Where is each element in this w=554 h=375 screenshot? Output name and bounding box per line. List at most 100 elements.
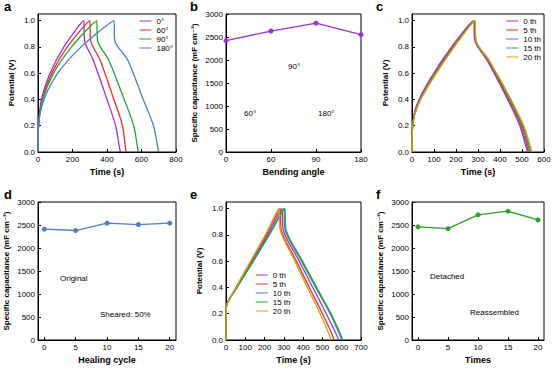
svg-text:100: 100	[239, 343, 253, 352]
svg-text:0.0: 0.0	[24, 148, 36, 157]
svg-text:0: 0	[224, 343, 229, 352]
svg-text:0.2: 0.2	[212, 309, 224, 318]
svg-text:Specific capacitance (mF cm⁻²): Specific capacitance (mF cm⁻²)	[190, 23, 199, 142]
svg-text:600: 600	[537, 155, 551, 164]
svg-text:800: 800	[169, 155, 183, 164]
svg-text:0°: 0°	[156, 17, 164, 26]
svg-text:100: 100	[427, 155, 441, 164]
svg-text:Potential (V): Potential (V)	[195, 247, 204, 294]
svg-text:0: 0	[42, 343, 47, 352]
svg-text:1.0: 1.0	[212, 204, 224, 213]
svg-text:1000: 1000	[17, 290, 35, 299]
svg-text:0.0: 0.0	[398, 148, 410, 157]
svg-text:Healing cycle: Healing cycle	[78, 355, 136, 365]
svg-text:1500: 1500	[391, 267, 409, 276]
svg-text:200: 200	[449, 155, 463, 164]
svg-text:180°: 180°	[318, 109, 335, 118]
svg-text:5: 5	[73, 343, 78, 352]
svg-text:Time (s): Time (s)	[461, 167, 495, 177]
svg-text:2000: 2000	[391, 244, 409, 253]
svg-text:20: 20	[534, 343, 543, 352]
svg-text:10: 10	[474, 343, 483, 352]
svg-text:180°: 180°	[156, 44, 173, 53]
svg-text:15: 15	[504, 343, 513, 352]
svg-text:200: 200	[258, 343, 272, 352]
svg-text:15 th: 15 th	[523, 44, 541, 53]
svg-text:3000: 3000	[205, 10, 223, 19]
svg-text:Time (s): Time (s)	[276, 355, 310, 365]
svg-text:500: 500	[316, 343, 330, 352]
svg-text:0.8: 0.8	[24, 42, 36, 51]
svg-text:Bending angle: Bending angle	[262, 167, 324, 177]
svg-text:5: 5	[446, 343, 451, 352]
svg-text:15: 15	[134, 343, 143, 352]
svg-text:0.4: 0.4	[398, 95, 410, 104]
svg-text:1000: 1000	[205, 102, 223, 111]
svg-text:90°: 90°	[288, 62, 300, 71]
svg-text:600: 600	[335, 343, 349, 352]
svg-text:2500: 2500	[205, 33, 223, 42]
svg-text:f: f	[376, 187, 381, 202]
svg-text:Potential (V): Potential (V)	[7, 59, 16, 106]
svg-text:10 th: 10 th	[523, 35, 541, 44]
svg-text:20: 20	[165, 343, 174, 352]
svg-text:3000: 3000	[17, 198, 35, 207]
svg-text:1.0: 1.0	[398, 16, 410, 25]
svg-text:600: 600	[135, 155, 149, 164]
svg-text:500: 500	[515, 155, 529, 164]
svg-text:Specific capacitance (mF cm⁻²): Specific capacitance (mF cm⁻²)	[376, 211, 385, 330]
svg-text:500: 500	[396, 313, 410, 322]
svg-text:0.6: 0.6	[212, 257, 224, 266]
svg-text:90°: 90°	[156, 35, 168, 44]
svg-text:c: c	[376, 0, 383, 14]
svg-text:Potential (V): Potential (V)	[381, 59, 390, 106]
svg-text:0.2: 0.2	[398, 121, 410, 130]
svg-text:0: 0	[410, 155, 415, 164]
svg-text:180: 180	[354, 155, 368, 164]
svg-text:0 th: 0 th	[523, 17, 536, 26]
svg-text:60°: 60°	[156, 26, 168, 35]
svg-text:a: a	[4, 0, 12, 14]
svg-text:10 th: 10 th	[273, 289, 291, 298]
svg-text:60°: 60°	[244, 109, 256, 118]
svg-text:2500: 2500	[391, 221, 409, 230]
svg-text:90: 90	[312, 155, 321, 164]
svg-text:Sheared: 50%: Sheared: 50%	[100, 310, 151, 319]
svg-text:300: 300	[277, 343, 291, 352]
svg-text:Specific capacitance (mF cm⁻²): Specific capacitance (mF cm⁻²)	[2, 211, 11, 330]
svg-text:0.2: 0.2	[24, 121, 36, 130]
svg-text:10: 10	[103, 343, 112, 352]
svg-text:2000: 2000	[205, 56, 223, 65]
svg-text:0: 0	[31, 336, 36, 345]
svg-text:1000: 1000	[391, 290, 409, 299]
svg-text:0 th: 0 th	[273, 271, 286, 280]
svg-text:0: 0	[416, 343, 421, 352]
svg-text:0.4: 0.4	[24, 95, 36, 104]
svg-text:500: 500	[22, 313, 36, 322]
svg-text:0: 0	[36, 155, 41, 164]
svg-text:0.6: 0.6	[24, 69, 36, 78]
svg-text:700: 700	[354, 343, 368, 352]
svg-text:b: b	[190, 0, 198, 14]
svg-text:0: 0	[224, 155, 229, 164]
svg-text:e: e	[190, 187, 197, 202]
svg-text:20 th: 20 th	[273, 307, 291, 316]
svg-text:2500: 2500	[17, 221, 35, 230]
svg-text:Detached: Detached	[430, 272, 464, 281]
svg-text:0: 0	[405, 336, 410, 345]
svg-text:d: d	[4, 187, 12, 202]
svg-text:400: 400	[493, 155, 507, 164]
svg-text:Time (s): Time (s)	[90, 167, 124, 177]
svg-text:5 th: 5 th	[273, 280, 286, 289]
svg-text:1500: 1500	[17, 267, 35, 276]
svg-text:0.0: 0.0	[212, 336, 224, 345]
svg-text:20 th: 20 th	[523, 53, 541, 62]
svg-text:2000: 2000	[17, 244, 35, 253]
svg-text:Original: Original	[60, 274, 88, 283]
svg-text:1.0: 1.0	[24, 16, 36, 25]
svg-text:1500: 1500	[205, 79, 223, 88]
svg-text:15 th: 15 th	[273, 298, 291, 307]
svg-text:0.6: 0.6	[398, 69, 410, 78]
svg-text:Times: Times	[465, 355, 491, 365]
svg-text:0.8: 0.8	[398, 42, 410, 51]
